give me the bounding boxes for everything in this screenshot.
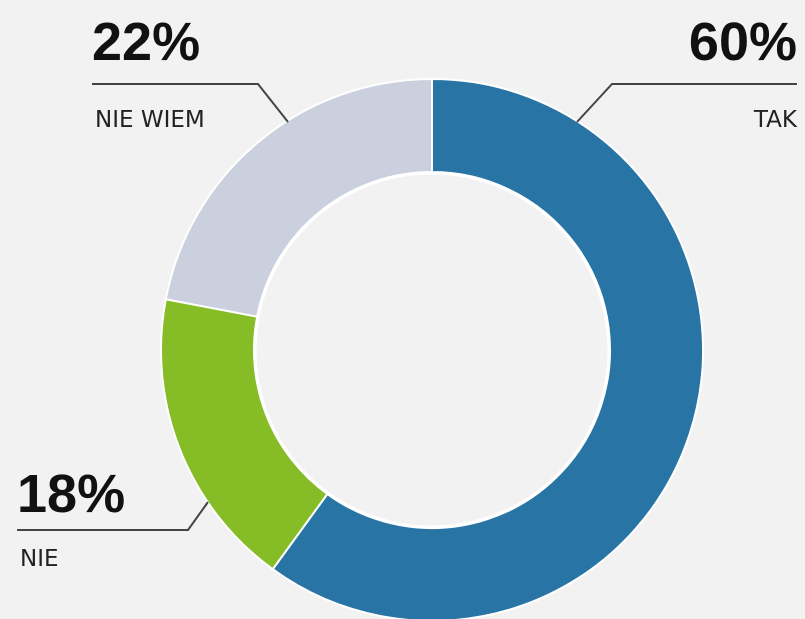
category-label: TAK — [753, 107, 798, 133]
leader-line — [92, 83, 289, 123]
leader-line — [17, 501, 209, 531]
value-label: 60% — [689, 12, 797, 72]
category-label: NIE WIEM — [95, 107, 205, 133]
value-label: 22% — [92, 12, 200, 72]
leader-line — [576, 83, 797, 123]
donut-hole — [253, 171, 611, 529]
category-label: NIE — [20, 546, 59, 572]
value-label: 18% — [17, 464, 125, 524]
